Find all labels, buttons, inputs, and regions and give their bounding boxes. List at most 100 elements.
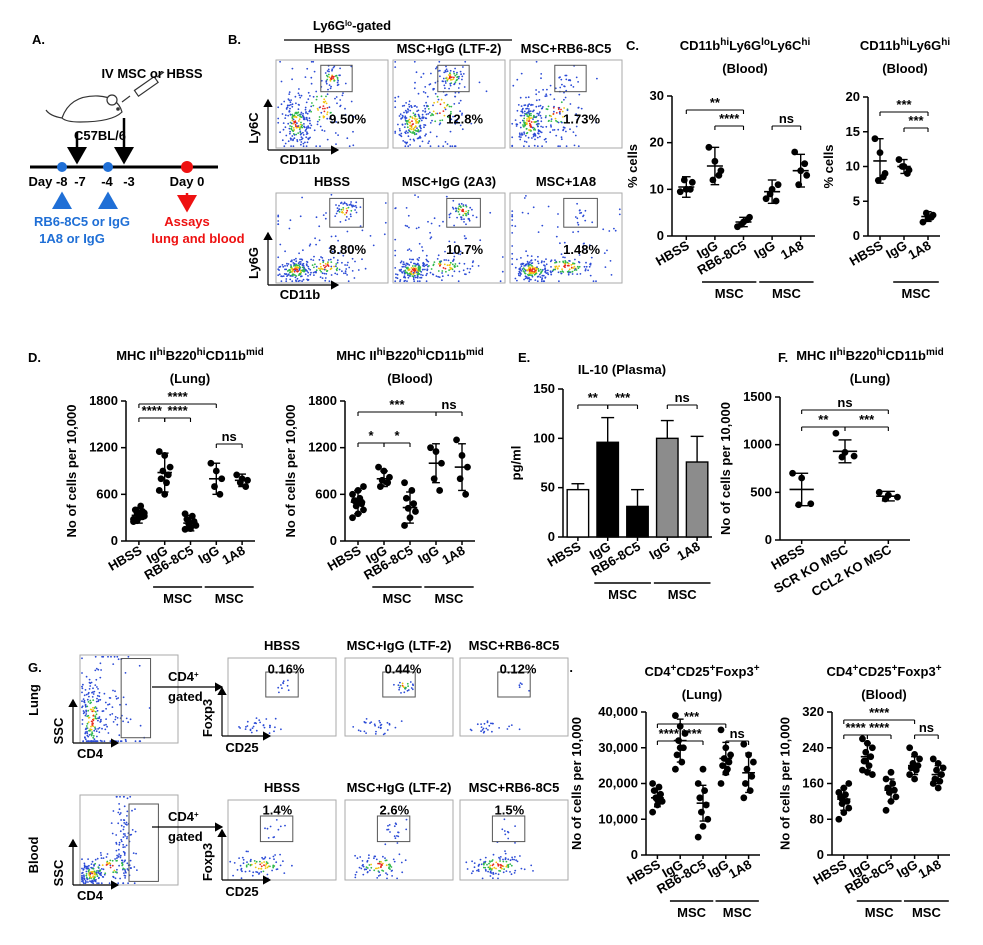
flow-event (467, 209, 470, 212)
flow-event (333, 75, 335, 78)
flow-event (113, 655, 116, 658)
flow-event (430, 72, 432, 75)
chart-title: CD11bhiLy6GloLy6Chi (680, 37, 811, 54)
data-point (743, 765, 751, 773)
flow-event (97, 688, 99, 690)
flow-event (560, 101, 563, 104)
flow-event (116, 854, 118, 857)
flow-event (368, 854, 370, 857)
flow-event (289, 278, 292, 281)
flow-event (320, 79, 323, 82)
flow-event (288, 127, 291, 130)
flow-event (418, 115, 421, 118)
flow-event (507, 858, 510, 861)
flow-event (404, 131, 406, 134)
flow-event (481, 877, 484, 880)
flow-event (394, 249, 397, 252)
flow-event (415, 227, 418, 230)
flow-event (319, 263, 322, 265)
flow-event (300, 275, 302, 278)
flow-event (414, 81, 416, 84)
flow-event (440, 260, 442, 263)
flow-event (312, 271, 315, 274)
flow-event (272, 866, 275, 869)
flow-event (341, 94, 344, 97)
flow-event (448, 213, 451, 216)
significance-label: ** (588, 390, 599, 405)
flow-event (326, 138, 329, 141)
flow-event (82, 740, 84, 743)
flow-event (267, 837, 270, 839)
significance-label: ** (710, 95, 721, 110)
flow-event (92, 714, 95, 717)
flow-event (259, 721, 261, 724)
flow-event (512, 84, 515, 87)
flow-event (366, 859, 369, 862)
flow-event (254, 866, 257, 869)
flow-event (480, 726, 483, 728)
flow-event (425, 280, 428, 283)
flow-event (473, 866, 476, 869)
flow-event (331, 114, 334, 116)
data-point (349, 514, 356, 522)
plot-title: MSC+RB6-8C5 (469, 780, 560, 795)
flow-event (123, 872, 125, 874)
data-point (349, 490, 356, 498)
flow-event (362, 873, 365, 876)
flow-event (88, 869, 91, 871)
flow-event (492, 873, 494, 875)
flow-event (401, 682, 404, 685)
group-label: MSC (215, 591, 245, 606)
flow-event (291, 269, 294, 272)
flow-event (407, 689, 410, 691)
chart-title-part: hi (837, 347, 846, 358)
flow-event (283, 145, 286, 148)
chart-title-part: hi (417, 347, 426, 358)
flow-event (120, 838, 123, 841)
y-tick-label: 20 (846, 89, 860, 104)
flow-event (118, 841, 121, 844)
flow-event (318, 116, 321, 118)
flow-event (330, 193, 333, 196)
flow-event (454, 119, 457, 122)
flow-event (302, 112, 304, 115)
flow-event (527, 136, 530, 139)
flow-event (568, 259, 570, 262)
flow-event (87, 858, 89, 860)
flow-event (386, 729, 389, 731)
flow-event (387, 863, 390, 866)
flow-event (567, 262, 570, 265)
flow-event (122, 828, 125, 831)
flow-event (277, 117, 280, 120)
flow-event (566, 261, 569, 264)
flow-event (96, 709, 99, 712)
flow-event (325, 95, 327, 98)
flow-event (87, 691, 90, 694)
flow-event (526, 260, 529, 263)
flow-event (402, 686, 405, 688)
flow-event (410, 249, 412, 252)
flow-event (409, 271, 412, 274)
axis-title: Ly6G (246, 247, 261, 279)
flow-event (419, 276, 421, 279)
flow-event (339, 74, 341, 77)
flow-event (459, 99, 462, 102)
flow-event (557, 108, 560, 111)
flow-event (81, 687, 84, 690)
flow-event (484, 866, 487, 869)
flow-event (545, 95, 548, 97)
flow-event (116, 795, 118, 798)
flow-event (307, 125, 310, 127)
gate-header-part: -gated (352, 18, 391, 33)
flow-event (405, 142, 408, 145)
axis-title: CD4 (77, 888, 104, 903)
flow-event (269, 726, 271, 729)
flow-event (403, 691, 406, 694)
y-tick-label: 320 (802, 704, 824, 719)
flow-event (564, 256, 566, 259)
flow-event (84, 731, 87, 733)
flow-event (129, 718, 132, 721)
bar (596, 441, 620, 538)
flow-event (524, 272, 527, 275)
flow-event (336, 84, 339, 87)
